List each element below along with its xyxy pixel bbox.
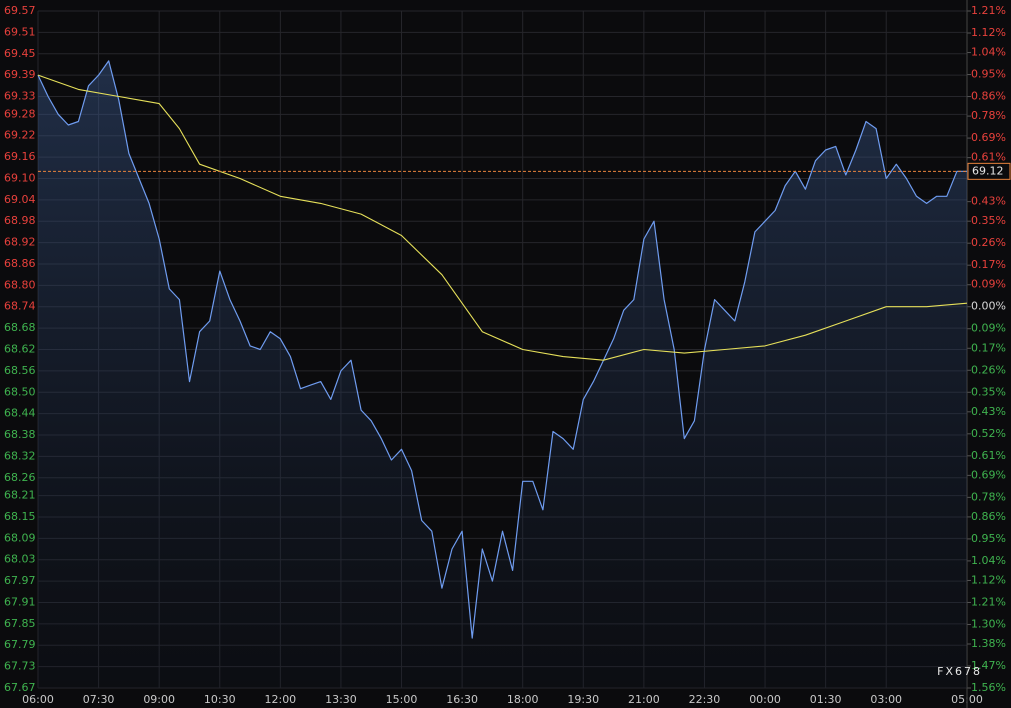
y-tick-label: 68.21 (4, 489, 36, 502)
y-tick-label: 67.97 (4, 574, 36, 587)
y2-tick-label: 0.69% (971, 131, 1006, 144)
x-tick-label: 01:30 (810, 693, 842, 706)
y-tick-label: 68.26 (4, 471, 36, 484)
y-tick-label: 69.51 (4, 25, 36, 38)
y2-tick-label: 0.78% (971, 490, 1006, 503)
y2-tick-label: 0.17% (971, 258, 1006, 271)
y-tick-label: 68.62 (4, 343, 36, 356)
last-price-box (967, 162, 1011, 180)
y2-tick-label: 0.09% (971, 322, 1006, 335)
y2-tick-label: 1.56% (971, 681, 1006, 694)
y2-tick-label: 0.86% (971, 510, 1006, 523)
x-tick-label: 03:00 (870, 693, 902, 706)
price-line (37, 60, 967, 639)
y-tick-label: 68.44 (4, 407, 36, 420)
y-tick-label: 68.03 (4, 553, 36, 566)
y-tick-label: 69.57 (4, 4, 36, 17)
y-tick-label: 67.73 (4, 660, 36, 673)
y-tick-label: 67.91 (4, 595, 36, 608)
y2-tick-label: 0.17% (971, 341, 1006, 354)
x-tick-label: 16:30 (446, 693, 478, 706)
y2-tick-label: 0.26% (971, 363, 1006, 376)
y2-tick-label: 1.12% (971, 573, 1006, 586)
y2-tick-label: 0.95% (971, 532, 1006, 545)
y2-tick-label: 1.04% (971, 46, 1006, 59)
y-tick-label: 68.32 (4, 449, 36, 462)
y-tick-label: 69.33 (4, 90, 36, 103)
y2-tick-label: 1.12% (971, 26, 1006, 39)
y2-tick-label: 0.95% (971, 68, 1006, 81)
y-tick-label: 67.67 (4, 681, 36, 694)
x-tick-label: 07:30 (83, 693, 115, 706)
y-tick-label: 68.86 (4, 257, 36, 270)
x-tick-label: 10:30 (204, 693, 236, 706)
y-tick-label: 67.79 (4, 638, 36, 651)
y-tick-label: 68.09 (4, 531, 36, 544)
x-tick-label: 15:00 (386, 693, 418, 706)
x-tick-label: 18:00 (507, 693, 539, 706)
y2-tick-label: 0.78% (971, 109, 1006, 122)
y-tick-label: 68.74 (4, 300, 36, 313)
y2-tick-label: 0.61% (971, 151, 1006, 164)
y-tick-label: 68.98 (4, 214, 36, 227)
y2-tick-label: 1.04% (971, 554, 1006, 567)
price-area (38, 60, 967, 688)
y2-tick-label: 0.35% (971, 214, 1006, 227)
y-tick-label: 68.38 (4, 428, 36, 441)
x-tick-label: 19:30 (567, 693, 599, 706)
y-tick-label: 69.04 (4, 193, 36, 206)
y-tick-label: 68.92 (4, 236, 36, 249)
y2-tick-label: 1.38% (971, 637, 1006, 650)
y2-tick-label: 0.00% (971, 300, 1006, 313)
y-tick-label: 68.56 (4, 364, 36, 377)
x-tick-label: 09:00 (143, 693, 175, 706)
average-line (37, 74, 968, 361)
y2-tick-label: 0.69% (971, 468, 1006, 481)
y2-tick-label: 0.43% (971, 405, 1006, 418)
y-tick-label: 68.80 (4, 278, 36, 291)
y2-tick-label: 1.21% (971, 595, 1006, 608)
x-tick-label: 21:00 (628, 693, 660, 706)
y-tick-label: 68.68 (4, 321, 36, 334)
y-tick-label: 68.50 (4, 385, 36, 398)
y2-tick-label: 0.43% (971, 195, 1006, 208)
y-tick-label: 69.16 (4, 150, 36, 163)
x-tick-label: 13:30 (325, 693, 357, 706)
y2-tick-label: 0.35% (971, 385, 1006, 398)
x-tick-label: 06:00 (22, 693, 54, 706)
x-tick-label: 00:00 (749, 693, 781, 706)
y2-tick-label: 1.30% (971, 617, 1006, 630)
x-tick-label: 12:00 (264, 693, 296, 706)
y2-tick-label: 0.86% (971, 90, 1006, 103)
y-tick-label: 68.15 (4, 510, 36, 523)
last-price-label: 69.12 (972, 164, 1004, 177)
y2-tick-label: 0.61% (971, 449, 1006, 462)
y-tick-label: 69.45 (4, 47, 36, 60)
y-tick-label: 69.22 (4, 129, 36, 142)
y2-tick-label: 1.21% (971, 4, 1006, 17)
watermark: FX678 (937, 665, 982, 678)
y-tick-label: 69.39 (4, 68, 36, 81)
y2-tick-label: 0.52% (971, 427, 1006, 440)
y-tick-label: 69.28 (4, 107, 36, 120)
y2-tick-label: 0.09% (971, 278, 1006, 291)
y-tick-label: 67.85 (4, 617, 36, 630)
x-tick-label: 22:30 (689, 693, 721, 706)
y2-tick-label: 1.47% (971, 659, 1006, 672)
y2-tick-label: 0.26% (971, 236, 1006, 249)
y-tick-label: 69.10 (4, 171, 36, 184)
